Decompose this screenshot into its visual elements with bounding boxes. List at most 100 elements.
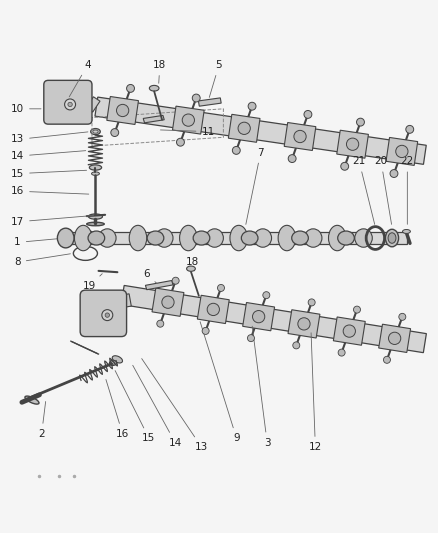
Ellipse shape	[105, 313, 110, 317]
Text: 3: 3	[252, 326, 271, 448]
Ellipse shape	[304, 110, 312, 118]
Text: 12: 12	[309, 333, 322, 452]
Ellipse shape	[304, 229, 322, 247]
Ellipse shape	[263, 292, 270, 298]
Ellipse shape	[180, 225, 197, 251]
Text: 20: 20	[374, 156, 392, 224]
Ellipse shape	[390, 169, 398, 177]
Ellipse shape	[65, 99, 75, 110]
Polygon shape	[198, 98, 221, 106]
Ellipse shape	[172, 277, 179, 284]
Ellipse shape	[147, 231, 164, 245]
Ellipse shape	[248, 102, 256, 110]
Text: 15: 15	[11, 168, 87, 179]
Ellipse shape	[389, 332, 401, 344]
Ellipse shape	[91, 128, 100, 135]
Ellipse shape	[157, 320, 164, 327]
Polygon shape	[95, 97, 426, 164]
Text: 7: 7	[246, 148, 264, 224]
Polygon shape	[288, 310, 320, 338]
Ellipse shape	[112, 356, 123, 363]
Text: 11: 11	[160, 127, 215, 136]
Polygon shape	[116, 294, 131, 309]
Ellipse shape	[117, 104, 129, 117]
Ellipse shape	[278, 225, 296, 251]
Ellipse shape	[187, 266, 195, 271]
Ellipse shape	[403, 230, 410, 233]
Ellipse shape	[252, 311, 265, 323]
Ellipse shape	[338, 231, 354, 245]
Text: 8: 8	[14, 254, 71, 267]
Text: 19: 19	[83, 273, 102, 291]
FancyBboxPatch shape	[44, 80, 92, 124]
Ellipse shape	[338, 349, 345, 356]
Ellipse shape	[87, 222, 104, 226]
Text: 2: 2	[38, 401, 46, 439]
Ellipse shape	[292, 231, 308, 245]
Ellipse shape	[127, 84, 134, 92]
Ellipse shape	[218, 285, 225, 292]
Ellipse shape	[25, 396, 39, 404]
Ellipse shape	[383, 357, 390, 364]
Ellipse shape	[247, 335, 254, 342]
Ellipse shape	[388, 233, 396, 243]
Text: 18: 18	[186, 257, 199, 271]
Text: 14: 14	[11, 151, 86, 161]
Ellipse shape	[68, 102, 72, 107]
Ellipse shape	[129, 225, 147, 251]
Ellipse shape	[353, 306, 360, 313]
Ellipse shape	[75, 231, 96, 244]
Ellipse shape	[111, 128, 119, 136]
Ellipse shape	[92, 172, 99, 175]
Polygon shape	[284, 123, 316, 150]
Ellipse shape	[149, 85, 159, 91]
Text: 18: 18	[153, 60, 166, 83]
Ellipse shape	[111, 361, 115, 364]
Text: 5: 5	[209, 60, 223, 98]
Ellipse shape	[355, 229, 372, 247]
Polygon shape	[145, 280, 173, 290]
Ellipse shape	[202, 327, 209, 334]
Polygon shape	[86, 97, 100, 112]
Polygon shape	[198, 295, 229, 324]
Ellipse shape	[57, 228, 74, 248]
Ellipse shape	[328, 225, 346, 251]
Text: 15: 15	[115, 370, 155, 443]
Polygon shape	[143, 115, 164, 123]
Text: 1: 1	[14, 237, 72, 247]
Text: 16: 16	[106, 379, 129, 439]
Polygon shape	[333, 317, 365, 345]
Text: 17: 17	[11, 215, 94, 227]
Ellipse shape	[385, 229, 399, 247]
Ellipse shape	[396, 146, 408, 158]
Ellipse shape	[192, 94, 200, 102]
Ellipse shape	[399, 313, 406, 320]
Polygon shape	[66, 232, 407, 244]
Text: 21: 21	[353, 156, 374, 224]
Ellipse shape	[207, 303, 219, 316]
Polygon shape	[337, 130, 368, 158]
Ellipse shape	[357, 118, 364, 126]
Text: 14: 14	[133, 365, 182, 448]
Polygon shape	[243, 303, 275, 331]
Ellipse shape	[206, 229, 223, 247]
Text: 4: 4	[69, 60, 91, 97]
Ellipse shape	[294, 131, 306, 143]
Ellipse shape	[89, 165, 102, 170]
Polygon shape	[121, 286, 426, 353]
Ellipse shape	[110, 360, 117, 366]
Text: 10: 10	[11, 104, 41, 114]
Polygon shape	[228, 114, 260, 142]
Ellipse shape	[88, 231, 105, 245]
Ellipse shape	[406, 125, 414, 133]
Ellipse shape	[230, 225, 247, 251]
Ellipse shape	[182, 114, 194, 126]
Ellipse shape	[232, 147, 240, 155]
Ellipse shape	[78, 233, 92, 241]
Text: 22: 22	[401, 156, 414, 224]
Ellipse shape	[293, 342, 300, 349]
Ellipse shape	[93, 130, 98, 133]
Ellipse shape	[74, 225, 92, 251]
Ellipse shape	[343, 325, 356, 337]
Ellipse shape	[254, 229, 272, 247]
